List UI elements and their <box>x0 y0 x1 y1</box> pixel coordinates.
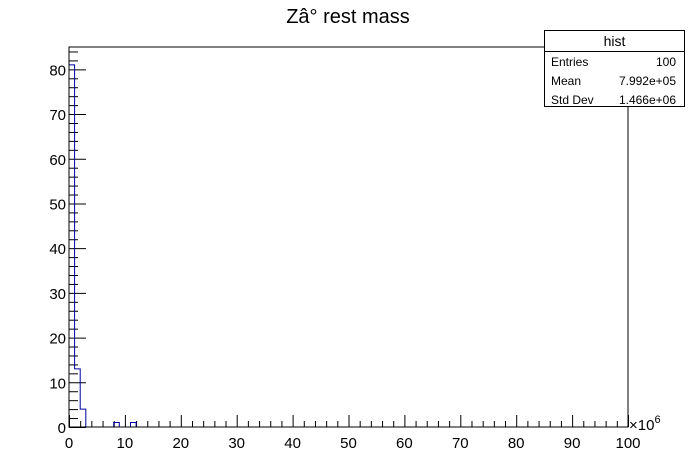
stats-box-title: hist <box>545 31 684 52</box>
y-tick-label: 10 <box>49 375 66 392</box>
stats-label: Entries <box>551 55 589 69</box>
y-tick-label: 0 <box>58 420 66 437</box>
x-tick-label: 50 <box>340 435 357 452</box>
x-tick-label: 90 <box>564 435 581 452</box>
x-tick-label: 80 <box>508 435 525 452</box>
stats-value: 1.466e+06 <box>618 93 676 107</box>
stats-row-std-dev: Std Dev 1.466e+06 <box>545 91 684 109</box>
stats-row-mean: Mean 7.992e+05 <box>545 72 684 90</box>
y-tick-label: 80 <box>49 62 66 79</box>
axis-tick-labels: 0 10 20 30 40 50 60 70 80 90 100 0 10 20 30 40 50 60 70 80 <box>49 62 640 452</box>
plot-frame <box>68 46 629 428</box>
histogram-line <box>68 64 628 428</box>
stats-value: 100 <box>655 55 676 69</box>
stats-row-entries: Entries 100 <box>545 53 684 71</box>
stats-label: Std Dev <box>551 93 594 107</box>
y-tick-label: 40 <box>49 241 66 258</box>
x-tick-label: 40 <box>284 435 301 452</box>
chart-title: Zâ° rest mass <box>286 6 410 28</box>
y-tick-label: 20 <box>49 331 66 348</box>
y-tick-label: 60 <box>49 152 66 169</box>
x-tick-label: 100 <box>615 435 640 452</box>
y-tick-label: 30 <box>49 286 66 303</box>
y-tick-label: 70 <box>49 107 66 124</box>
stats-box: hist Entries 100 Mean 7.992e+05 Std Dev … <box>544 30 685 107</box>
stats-value: 7.992e+05 <box>618 74 676 88</box>
x-tick-label: 10 <box>117 435 134 452</box>
x-tick-label: 70 <box>452 435 469 452</box>
x-axis-exponent: ×106 <box>629 414 661 434</box>
x-tick-label: 20 <box>172 435 189 452</box>
x-tick-label: 60 <box>396 435 413 452</box>
axis-ticks <box>69 51 629 428</box>
x-tick-label: 0 <box>65 435 73 452</box>
y-tick-label: 50 <box>49 196 66 213</box>
stats-label: Mean <box>551 74 582 88</box>
x-tick-label: 30 <box>228 435 245 452</box>
